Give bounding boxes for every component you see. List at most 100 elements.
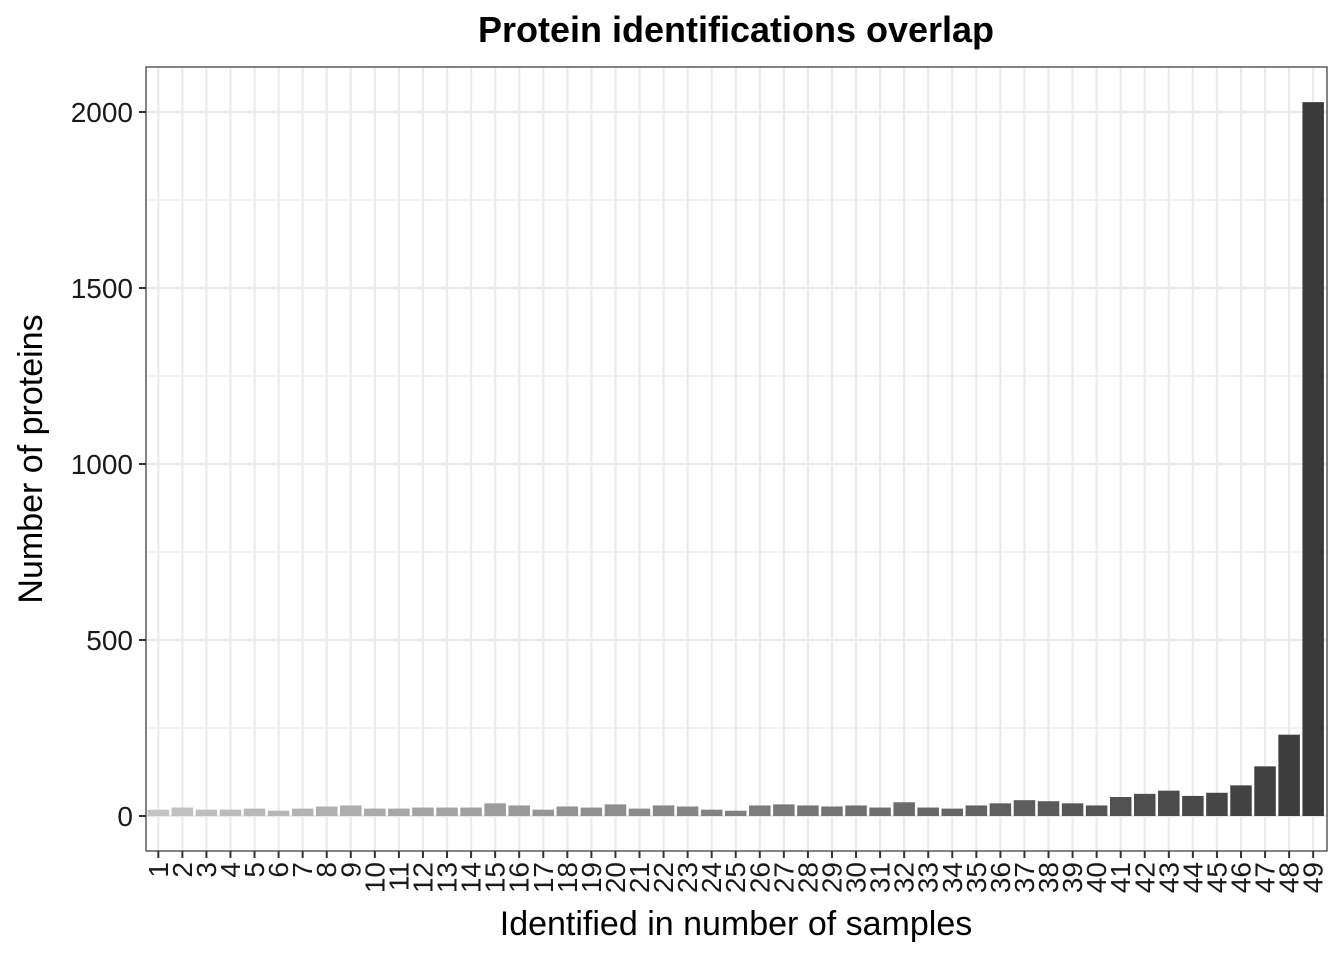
x-axis: 1234567891011121314151617181920212223242… [143, 851, 1329, 893]
bar [219, 809, 242, 816]
bar [1134, 793, 1156, 816]
x-tick-label: 27 [768, 862, 799, 893]
x-tick-label: 42 [1129, 862, 1160, 893]
x-tick-label: 26 [744, 862, 775, 893]
x-tick-label: 3 [191, 862, 222, 878]
x-tick-label: 1 [143, 862, 174, 878]
x-tick-label: 8 [311, 862, 342, 878]
bar [773, 804, 795, 816]
bar [749, 805, 771, 816]
x-tick-label: 13 [432, 862, 463, 893]
y-tick-label: 0 [117, 801, 133, 832]
bar [1109, 796, 1132, 816]
bar [652, 805, 675, 816]
x-tick-label: 30 [841, 862, 872, 893]
x-tick-label: 49 [1298, 862, 1329, 893]
x-tick-label: 25 [720, 862, 751, 893]
bar [556, 806, 579, 816]
x-tick-label: 10 [359, 862, 390, 893]
x-tick-label: 33 [913, 862, 944, 893]
bar [388, 808, 410, 816]
x-tick-label: 38 [1033, 862, 1064, 893]
bar [1230, 785, 1252, 816]
x-tick-label: 22 [648, 862, 679, 893]
bar [364, 808, 386, 816]
bar [412, 807, 434, 816]
x-tick-label: 31 [865, 862, 896, 893]
x-tick-label: 5 [239, 862, 270, 878]
x-tick-label: 47 [1250, 862, 1281, 893]
bar [532, 809, 555, 816]
x-axis-title: Identified in number of samples [500, 905, 972, 943]
bar [340, 805, 362, 816]
x-tick-label: 36 [985, 862, 1016, 893]
x-tick-label: 16 [504, 862, 535, 893]
x-tick-label: 40 [1081, 862, 1112, 893]
x-tick-label: 46 [1226, 862, 1257, 893]
x-tick-label: 17 [528, 862, 559, 893]
bar [460, 807, 482, 816]
bar [821, 806, 843, 816]
x-tick-label: 45 [1201, 862, 1232, 893]
bar [1302, 102, 1324, 817]
x-tick-label: 2 [167, 862, 198, 878]
x-tick-label: 15 [480, 862, 511, 893]
y-tick-label: 1000 [71, 449, 133, 480]
x-tick-label: 20 [600, 862, 631, 893]
x-tick-label: 24 [696, 862, 727, 893]
x-tick-label: 14 [456, 862, 487, 893]
x-tick-label: 39 [1057, 862, 1088, 893]
x-tick-label: 11 [383, 862, 414, 891]
x-tick-label: 29 [816, 862, 847, 893]
bar [676, 806, 699, 816]
bar [508, 805, 530, 816]
bar [1061, 803, 1084, 816]
y-tick-label: 2000 [71, 97, 133, 128]
x-tick-label: 48 [1274, 862, 1305, 893]
x-tick-label: 44 [1177, 862, 1208, 893]
bar [893, 802, 915, 816]
bar [724, 810, 747, 816]
bar [989, 803, 1012, 816]
bar [869, 807, 891, 816]
x-tick-label: 19 [576, 862, 607, 893]
x-tick-label: 23 [672, 862, 703, 893]
bar [1278, 734, 1300, 816]
x-tick-label: 35 [961, 862, 992, 893]
bar [1254, 766, 1276, 816]
bar [195, 809, 218, 816]
bar [604, 804, 627, 816]
bars [147, 102, 1324, 817]
x-tick-label: 7 [287, 862, 318, 878]
x-tick-label: 34 [937, 862, 968, 893]
bar [315, 806, 338, 816]
bar [580, 807, 603, 816]
bar [243, 808, 266, 816]
x-tick-label: 41 [1105, 862, 1136, 893]
bar [291, 808, 314, 816]
bar [484, 803, 506, 816]
x-tick-label: 21 [624, 862, 655, 893]
x-tick-label: 18 [552, 862, 583, 893]
bar [267, 810, 290, 816]
bar [1037, 801, 1060, 816]
bar [965, 805, 988, 816]
x-tick-label: 4 [215, 862, 246, 878]
x-tick-label: 32 [889, 862, 920, 893]
bar [1013, 800, 1036, 816]
x-tick-label: 43 [1153, 862, 1184, 893]
x-tick-label: 28 [792, 862, 823, 893]
bar [917, 807, 939, 816]
x-tick-label: 37 [1009, 862, 1040, 893]
bar [1158, 790, 1180, 816]
grid-lines [146, 67, 1327, 851]
y-tick-label: 1500 [71, 273, 133, 304]
y-axis-title: Number of proteins [12, 314, 50, 603]
bar [171, 807, 194, 816]
y-tick-label: 500 [86, 625, 133, 656]
bar [1085, 805, 1108, 816]
chart-title: Protein identifications overlap [478, 9, 994, 50]
bar [797, 805, 819, 816]
bar [1206, 792, 1228, 816]
